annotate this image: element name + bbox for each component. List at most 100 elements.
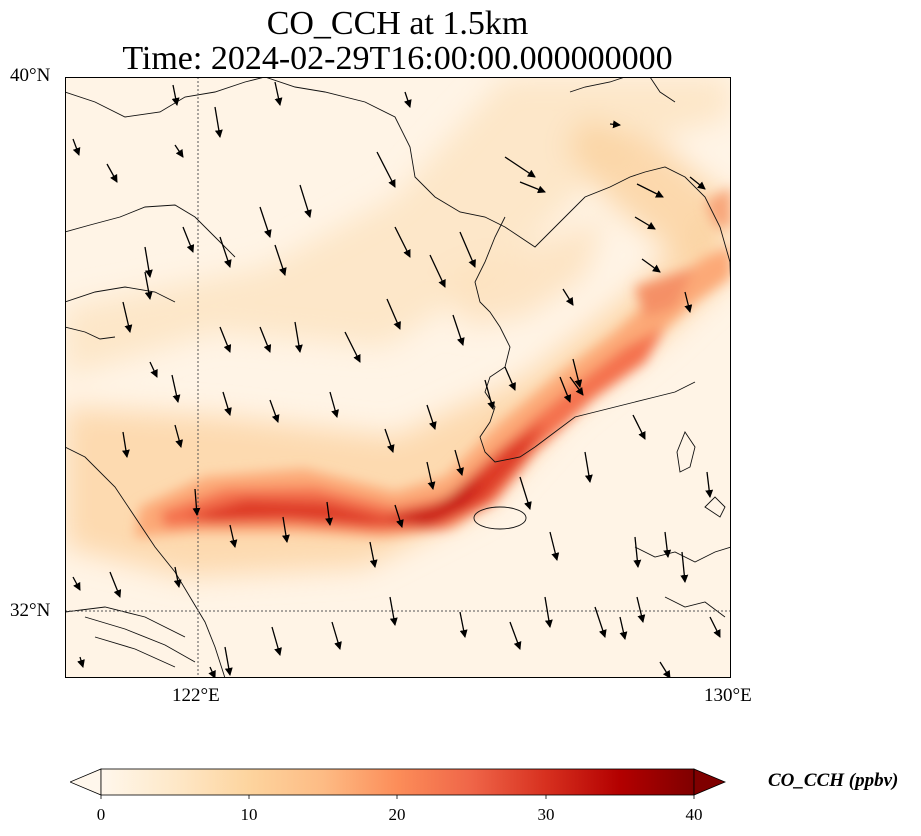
wind-arrow [641, 258, 661, 273]
wind-vectors [72, 81, 721, 678]
wind-arrow [680, 551, 689, 583]
wind-arrow [559, 376, 572, 403]
colorbar-gradient [100, 768, 695, 796]
wind-arrow [344, 331, 361, 363]
wind-arrow [429, 254, 446, 288]
wind-arrow [584, 451, 593, 483]
lat-tick-32n: 32°N [10, 600, 51, 621]
wind-arrow [426, 404, 437, 430]
wind-arrow [403, 91, 412, 108]
wind-arrow [174, 144, 184, 158]
wind-arrow [634, 216, 656, 230]
wind-arrow [259, 326, 272, 353]
wind-arrow [684, 291, 693, 313]
wind-arrow [659, 661, 671, 678]
wind-arrow [171, 84, 180, 106]
wind-arrow [274, 244, 287, 276]
wind-arrow [329, 391, 339, 418]
wind-arrow [609, 120, 621, 129]
wind-arrow [174, 424, 184, 448]
wind-arrow [619, 616, 628, 640]
wind-arrow [452, 314, 465, 346]
wind-arrow [504, 366, 516, 391]
wind-arrow [459, 611, 468, 638]
wind-arrow [219, 236, 232, 268]
wind-arrow [636, 183, 664, 198]
colorbar-extend-min [68, 768, 102, 796]
wind-arrow [386, 298, 401, 330]
lat-tick-40n: 40°N [10, 65, 51, 86]
wind-arrow [389, 596, 398, 626]
wind-arrow [632, 414, 646, 440]
colorbar-ticks [100, 795, 695, 799]
coastlines [65, 77, 731, 678]
wind-arrow [149, 361, 158, 378]
wind-arrow [208, 666, 216, 678]
wind-arrow [569, 376, 584, 396]
wind-arrow [192, 488, 201, 516]
colorbar-extend-max [693, 768, 727, 796]
wind-arrow [72, 576, 81, 591]
colorbar-label: CO_CCH (ppbv) [768, 770, 899, 791]
wind-arrow [331, 621, 342, 650]
wind-arrow [274, 81, 283, 106]
wind-arrow [269, 399, 280, 423]
wind-arrow [72, 138, 81, 156]
colorbar [68, 768, 727, 804]
lon-tick-130e: 130°E [704, 685, 752, 706]
wind-arrow [325, 501, 334, 526]
wind-arrow [394, 226, 411, 258]
wind-arrow [663, 531, 672, 558]
wind-arrow [572, 358, 583, 388]
wind-arrow [122, 301, 133, 333]
wind-arrow [384, 428, 395, 453]
wind-arrow [394, 504, 404, 528]
wind-arrow [219, 326, 232, 353]
wind-arrow [689, 176, 706, 190]
colorbar-tick-20: 20 [388, 805, 406, 824]
map-title-line-2: Time: 2024-02-29T16:00:00.000000000 [122, 40, 673, 77]
wind-arrow [705, 471, 714, 498]
wind-arrow [376, 151, 396, 188]
wind-arrow [519, 181, 546, 194]
map-canvas [65, 77, 731, 678]
wind-arrow [294, 321, 303, 353]
colorbar-tick-40: 40 [685, 805, 703, 824]
wind-arrow [173, 566, 182, 588]
wind-arrow [106, 163, 118, 183]
wind-arrow [636, 596, 646, 623]
wind-arrow [519, 476, 532, 510]
wind-arrow [109, 571, 122, 598]
wind-arrow [299, 184, 312, 218]
wind-arrow [271, 626, 282, 656]
colorbar-tick-0: 0 [96, 805, 106, 824]
wind-arrow [121, 431, 130, 458]
wind-arrow [229, 524, 238, 548]
wind-arrow [504, 156, 536, 178]
wind-arrow [594, 606, 607, 638]
wind-arrow [484, 379, 495, 410]
map-title-line-1: CO_CCH at 1.5km [266, 5, 529, 42]
wind-arrow [459, 231, 476, 268]
wind-arrow [454, 449, 464, 476]
colorbar-tick-10: 10 [240, 805, 258, 824]
wind-arrow [259, 206, 272, 238]
wind-arrow [562, 288, 574, 306]
wind-arrow [709, 616, 721, 638]
wind-arrow [171, 374, 181, 403]
wind-arrow [144, 271, 153, 300]
wind-arrow [544, 596, 553, 628]
wind-arrow [633, 536, 642, 568]
wind-arrow [144, 246, 153, 278]
map-frame [65, 77, 731, 678]
lon-tick-122e: 122°E [172, 685, 220, 706]
wind-arrow [549, 531, 560, 561]
wind-arrow [77, 656, 85, 668]
gridlines [65, 77, 731, 678]
colorbar-tick-30: 30 [537, 805, 555, 824]
wind-arrow [281, 516, 290, 543]
wind-arrow [222, 391, 232, 416]
wind-arrow [224, 646, 233, 676]
map-panel [65, 77, 731, 678]
wind-arrow [182, 226, 195, 253]
